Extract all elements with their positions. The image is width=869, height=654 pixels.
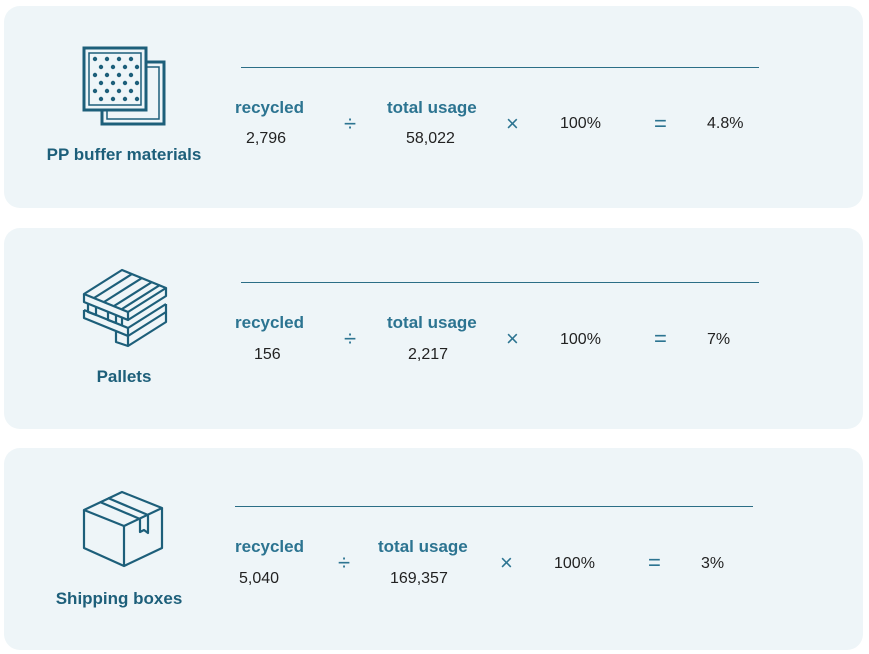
recycled-label: recycled	[235, 98, 304, 117]
percent-value: 100%	[560, 331, 601, 348]
item-title: Shipping boxes	[55, 589, 183, 608]
fraction-divider	[241, 282, 759, 283]
total-usage-value: 169,357	[390, 570, 448, 587]
total-usage-value: 58,022	[406, 130, 455, 147]
fraction-divider	[235, 506, 753, 507]
recycled-label: recycled	[235, 313, 304, 332]
card-pallets: Pallets recycled 156 ÷ total usage 2,217…	[4, 228, 863, 429]
total-usage-label: total usage	[378, 537, 468, 556]
multiply-symbol: ×	[500, 550, 513, 575]
recycled-value: 5,040	[239, 570, 280, 587]
divide-symbol: ÷	[344, 326, 357, 351]
card-pp-buffer-materials: PP buffer materials recycled 2,796 ÷ tot…	[4, 6, 863, 208]
equals-symbol: =	[654, 326, 667, 351]
result-value: 3%	[701, 555, 725, 572]
divide-symbol: ÷	[344, 111, 357, 136]
result-value: 7%	[707, 331, 731, 348]
fraction-divider	[241, 67, 759, 68]
card-shipping-boxes: Shipping boxes recycled 5,040 ÷ total us…	[4, 448, 863, 650]
result-value: 4.8%	[707, 115, 744, 132]
item-title: PP buffer materials	[46, 145, 202, 164]
divide-symbol: ÷	[338, 550, 351, 575]
equals-symbol: =	[654, 111, 667, 136]
pp-buffer-material-icon	[82, 46, 166, 126]
shipping-box-icon	[82, 490, 164, 568]
total-usage-value: 2,217	[408, 346, 449, 363]
recycled-label: recycled	[235, 537, 304, 556]
total-usage-label: total usage	[387, 313, 477, 332]
equals-symbol: =	[648, 550, 661, 575]
total-usage-label: total usage	[387, 98, 477, 117]
multiply-symbol: ×	[506, 111, 519, 136]
multiply-symbol: ×	[506, 326, 519, 351]
item-title: Pallets	[96, 367, 152, 386]
percent-value: 100%	[560, 115, 601, 132]
percent-value: 100%	[554, 555, 595, 572]
recycled-value: 156	[254, 346, 281, 363]
recycled-value: 2,796	[246, 130, 287, 147]
pallet-icon	[82, 268, 168, 348]
